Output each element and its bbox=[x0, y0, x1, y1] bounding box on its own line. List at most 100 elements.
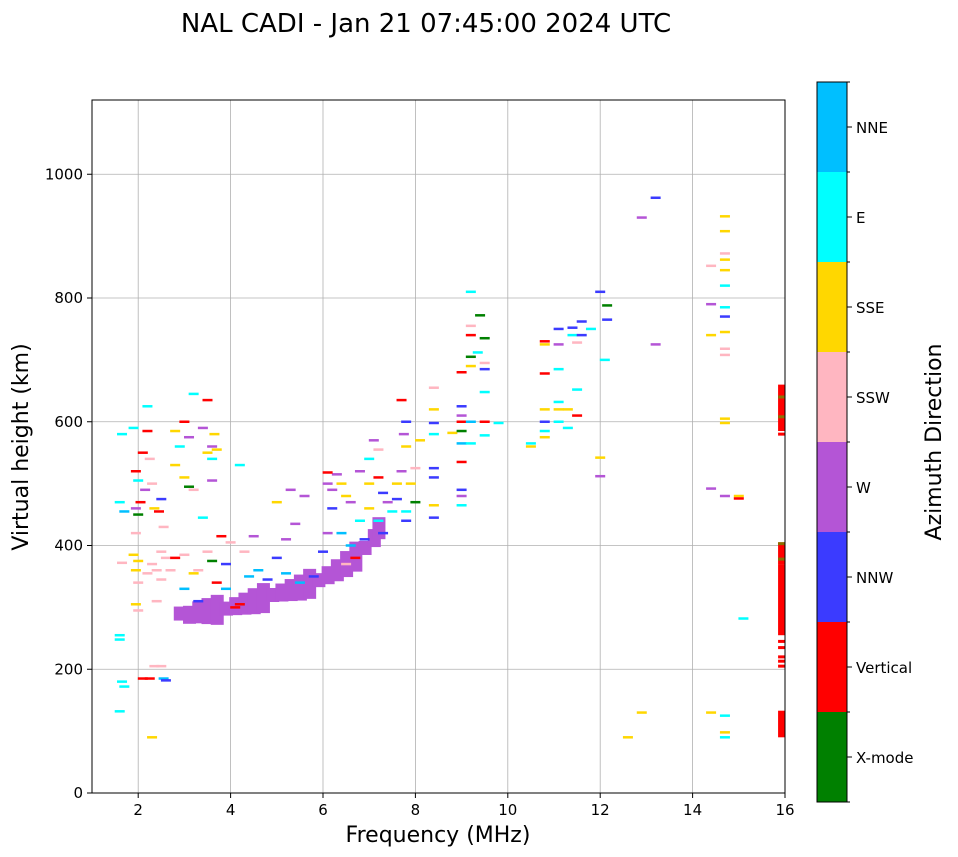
data-point-sse bbox=[170, 429, 181, 433]
data-point-e bbox=[142, 405, 153, 408]
edge-line-x-mode bbox=[778, 395, 785, 399]
data-point-w bbox=[595, 474, 606, 478]
data-point-x-mode bbox=[456, 429, 467, 433]
data-point-sse bbox=[719, 731, 730, 734]
data-point-ssw bbox=[151, 599, 162, 603]
data-point-sse bbox=[202, 451, 213, 454]
data-point-w bbox=[636, 216, 647, 219]
data-point-w bbox=[281, 538, 292, 541]
data-point-sse bbox=[636, 711, 647, 714]
data-point-nnw bbox=[327, 507, 338, 510]
data-point-w bbox=[184, 435, 195, 439]
data-point-ssw bbox=[188, 488, 199, 492]
data-point-w bbox=[290, 522, 301, 526]
data-point-nnw bbox=[378, 491, 389, 495]
data-point-vertical bbox=[733, 497, 744, 500]
data-point-sse bbox=[719, 229, 730, 233]
data-point-vertical bbox=[456, 371, 467, 374]
colorbar-segment-e bbox=[817, 172, 847, 262]
data-point-e bbox=[119, 685, 130, 688]
data-point-w bbox=[322, 482, 333, 485]
data-point-ssw bbox=[156, 578, 167, 581]
data-point-ssw bbox=[719, 353, 730, 357]
data-point-w bbox=[207, 445, 218, 448]
data-point-e bbox=[401, 510, 412, 513]
data-point-w bbox=[354, 470, 365, 473]
data-point-ssw bbox=[156, 550, 167, 553]
data-point-e bbox=[133, 479, 144, 482]
data-point-ssw bbox=[706, 264, 717, 268]
y-tick-label: 400 bbox=[54, 537, 83, 555]
data-point-e bbox=[364, 457, 375, 461]
data-point-sse bbox=[719, 417, 730, 420]
colorbar-segment-ssw bbox=[817, 352, 847, 442]
data-point-x-mode bbox=[475, 314, 486, 317]
data-point-e bbox=[719, 284, 730, 287]
data-point-ssw bbox=[156, 664, 167, 668]
y-ticks: 0 200 400 600 800 1000 bbox=[45, 165, 92, 802]
data-point-nne bbox=[281, 572, 292, 575]
data-point-nnw bbox=[539, 420, 550, 423]
data-point-nnw bbox=[160, 679, 171, 682]
edge-line-vertical bbox=[778, 655, 785, 659]
data-point-vertical bbox=[456, 460, 467, 464]
data-point-e bbox=[465, 442, 476, 445]
data-point-vertical bbox=[456, 420, 467, 423]
data-point-ssw bbox=[151, 569, 162, 572]
x-tick-label: 14 bbox=[683, 801, 702, 819]
data-point-nne bbox=[294, 581, 305, 584]
data-point-e bbox=[354, 519, 365, 522]
data-point-vertical bbox=[170, 556, 181, 560]
colorbar-tick-label: E bbox=[856, 209, 865, 227]
data-point-e bbox=[387, 510, 398, 513]
data-point-sse bbox=[539, 408, 550, 411]
colorbar-segment-w bbox=[817, 442, 847, 532]
data-point-nnw bbox=[456, 488, 467, 492]
data-point-w bbox=[285, 488, 296, 492]
data-point-ssw bbox=[147, 482, 158, 485]
data-point-sse bbox=[147, 736, 158, 739]
data-point-sse bbox=[401, 445, 412, 448]
data-point-nnw bbox=[479, 367, 490, 371]
data-point-sse bbox=[209, 432, 220, 436]
data-point-nne bbox=[179, 587, 190, 591]
data-point-nne bbox=[336, 531, 347, 535]
edge-line-x-mode bbox=[778, 415, 785, 419]
data-point-ssw bbox=[465, 324, 476, 328]
data-point-e bbox=[719, 306, 730, 309]
data-point-nnw bbox=[553, 327, 564, 331]
grid bbox=[92, 100, 785, 793]
data-point-sse bbox=[130, 569, 141, 572]
data-point-ssw bbox=[410, 466, 421, 470]
data-point-e bbox=[553, 400, 564, 404]
data-point-nnw bbox=[308, 575, 319, 578]
data-point-ssw bbox=[147, 562, 158, 566]
plot-frame bbox=[91, 99, 786, 794]
data-point-e bbox=[539, 429, 550, 433]
data-point-ssw bbox=[239, 550, 250, 553]
data-point-sse bbox=[553, 408, 564, 411]
data-point-w bbox=[331, 473, 342, 476]
chart-title: NAL CADI - Jan 21 07:45:00 2024 UTC bbox=[181, 9, 671, 39]
data-point-nnw bbox=[650, 196, 661, 200]
data-point-e bbox=[472, 351, 483, 354]
data-point-sse bbox=[539, 343, 550, 346]
data-point-w bbox=[197, 426, 208, 430]
colorbar-tick-label: SSW bbox=[856, 389, 890, 407]
data-point-nnw bbox=[428, 421, 439, 425]
data-point-ssw bbox=[144, 457, 155, 461]
data-point-nnw bbox=[318, 550, 328, 553]
data-point-nne bbox=[244, 575, 255, 578]
data-layer bbox=[114, 196, 785, 739]
data-point-vertical bbox=[234, 603, 245, 606]
data-point-x-mode bbox=[410, 500, 421, 504]
data-point-sse bbox=[391, 482, 402, 485]
data-point-vertical bbox=[130, 470, 141, 473]
x-tick-label: 8 bbox=[411, 801, 421, 819]
data-point-sse bbox=[188, 572, 199, 575]
data-point-ssw bbox=[428, 386, 439, 389]
data-point-e bbox=[479, 434, 490, 437]
data-point-vertical bbox=[211, 581, 222, 584]
data-point-nnw bbox=[602, 318, 613, 321]
